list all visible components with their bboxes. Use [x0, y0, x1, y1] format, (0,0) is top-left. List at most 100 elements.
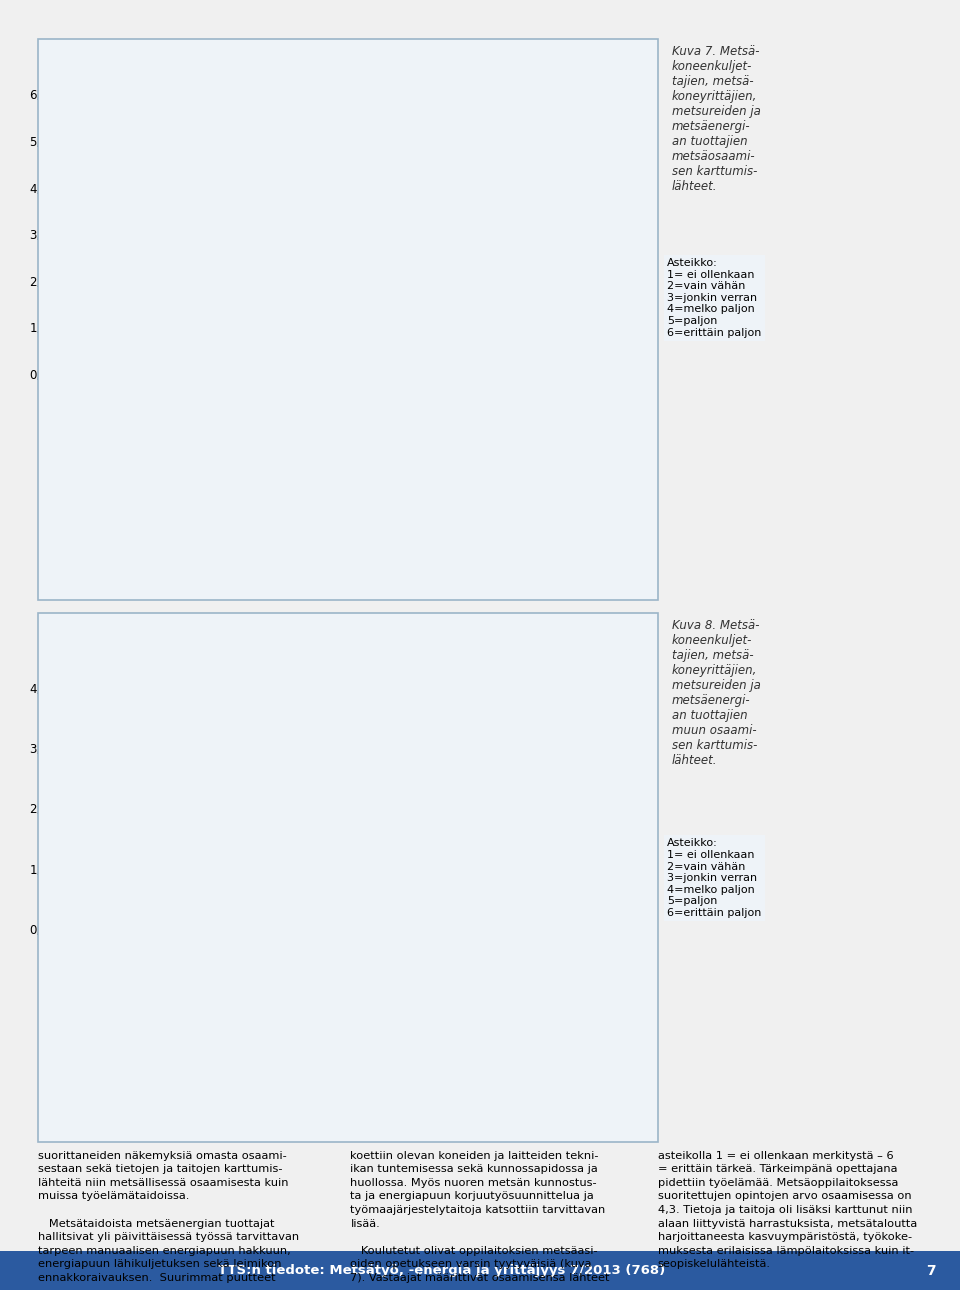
Bar	[104, 114, 121, 374]
Bar	[49, 942, 62, 970]
Text: 4,0: 4,0	[566, 175, 583, 186]
Text: 3,3: 3,3	[326, 208, 343, 218]
Bar	[214, 942, 228, 970]
Text: 3,7: 3,7	[104, 694, 120, 703]
Text: 4,0: 4,0	[455, 175, 471, 186]
Bar	[86, 719, 104, 929]
Text: 3,7: 3,7	[180, 190, 197, 200]
Text: 2,3: 2,3	[292, 778, 308, 788]
Bar	[69, 99, 86, 374]
Bar	[309, 224, 326, 374]
Bar	[198, 224, 215, 374]
Text: asteikolla 1 = ei ollenkaan merkitystä – 6
= erittäin tärkeä. Tärkeimpänä opetta: asteikolla 1 = ei ollenkaan merkitystä –…	[658, 1151, 917, 1269]
Text: 2,1: 2,1	[420, 789, 437, 800]
Bar	[455, 791, 472, 929]
Bar	[49, 387, 62, 415]
Bar	[180, 773, 198, 929]
Bar	[515, 262, 532, 374]
Text: Metsäenergian tuottajat: Metsäenergian tuottajat	[476, 951, 611, 961]
Text: Kuva 8. Metsä-
koneenkuljet-
tajien, metsä-
koneyrittäjien,
metsureiden ja
metsä: Kuva 8. Metsä- koneenkuljet- tajien, met…	[672, 619, 761, 768]
Text: *Metsäenergian tuottaja:
muut lähteet: *Metsäenergian tuottaja: muut lähteet	[451, 435, 600, 457]
Text: 2,4: 2,4	[515, 250, 531, 261]
Bar	[86, 114, 104, 374]
Bar	[326, 791, 344, 929]
Bar	[121, 706, 138, 929]
Bar	[292, 791, 309, 929]
Bar	[438, 791, 455, 929]
Text: -keskustelu toisten
kuljettajien kanssa
-alan kirjallisuus ja lehdet
-itseopiske: -keskustelu toisten kuljettajien kanssa …	[49, 497, 183, 553]
Text: Metsäkoneyrittäjät: Metsäkoneyrittäjät	[232, 951, 337, 961]
Text: * Koneenkuljettaja:
muut lähteet: * Koneenkuljettaja: muut lähteet	[49, 989, 163, 1010]
Bar	[69, 700, 86, 929]
Bar	[198, 814, 215, 929]
Text: 2,6: 2,6	[180, 760, 197, 770]
Text: 7: 7	[926, 1264, 936, 1277]
Text: 3,3: 3,3	[532, 208, 548, 218]
Text: 1,9: 1,9	[198, 802, 214, 811]
Text: 1,8: 1,8	[403, 808, 420, 818]
Text: Metsurit: Metsurit	[372, 951, 419, 961]
Text: -Koneyrittäjäliitto
-varusmiespalvelus: -Koneyrittäjäliitto -varusmiespalvelus	[207, 1059, 309, 1080]
Text: Metsäkoneyrittäjät: Metsäkoneyrittäjät	[232, 396, 337, 406]
Text: *Metsäenergian
tuottaja:
muut lähteet: *Metsäenergian tuottaja: muut lähteet	[451, 989, 545, 1022]
Text: 3,2: 3,2	[309, 213, 325, 223]
Bar	[354, 387, 368, 415]
Text: Metsurit: Metsurit	[372, 396, 419, 406]
Bar	[549, 221, 566, 374]
Text: 3,5: 3,5	[86, 706, 103, 716]
Text: 3,3: 3,3	[549, 208, 565, 218]
Text: suorittaneiden näkemyksiä omasta osaami-
sestaan sekä tietojen ja taitojen kartt: suorittaneiden näkemyksiä omasta osaami-…	[38, 1151, 300, 1284]
Text: *Metsäkoneenkuljettaja:
muut lähteet: *Metsäkoneenkuljettaja: muut lähteet	[49, 435, 194, 457]
Text: Metsäkoneenkuljettajat: Metsäkoneenkuljettajat	[67, 396, 199, 406]
Bar	[403, 820, 420, 929]
Text: 4,3: 4,3	[232, 161, 249, 172]
Text: - kansainväliset
työtehtävät
- koneenhoitaja: - kansainväliset työtehtävät - koneenhoi…	[451, 1059, 534, 1091]
Text: 3,2: 3,2	[198, 213, 214, 223]
Text: TTS:n tiedote: Metsätyö, -energia ja yrittäjyys 7/2013 (768): TTS:n tiedote: Metsätyö, -energia ja yri…	[218, 1264, 665, 1277]
Text: -kokemuksen kautta
-armeija: -kokemuksen kautta -armeija	[49, 1059, 156, 1080]
Bar	[344, 155, 361, 374]
Text: 5,6: 5,6	[86, 101, 103, 111]
Text: -kotona metsätaloutta
- työskentely erilaisissa
lämpölaitoksissa
-erilaiset itse: -kotona metsätaloutta - työskentely eril…	[451, 497, 574, 553]
Bar	[532, 748, 549, 929]
Bar	[532, 221, 549, 374]
Text: 2,5: 2,5	[566, 766, 583, 775]
Text: 3,8: 3,8	[69, 688, 85, 698]
Bar	[292, 235, 309, 374]
Bar	[515, 850, 532, 929]
Bar	[309, 796, 326, 929]
Bar	[566, 778, 584, 929]
Text: *Koneyrittäjät:
muut lähteet: *Koneyrittäjät: muut lähteet	[207, 989, 296, 1010]
Bar	[215, 737, 232, 929]
Text: Kuva 7. Metsä-
koneenkuljet-
tajien, metsä-
koneyrittäjien,
metsureiden ja
metsä: Kuva 7. Metsä- koneenkuljet- tajien, met…	[672, 45, 761, 194]
Bar	[121, 108, 138, 374]
Text: 2,2: 2,2	[309, 784, 325, 793]
Text: *Metsäkoneyrittäjä:
muut lähteet: *Metsäkoneyrittäjä: muut lähteet	[207, 435, 324, 457]
Text: 4,5: 4,5	[215, 152, 231, 163]
Bar	[458, 387, 471, 415]
Bar	[180, 201, 198, 374]
Text: 3,0: 3,0	[344, 735, 360, 746]
Bar	[344, 748, 361, 929]
Bar	[215, 164, 232, 374]
Bar	[104, 706, 121, 929]
Text: 3,2: 3,2	[215, 724, 231, 734]
Text: Asteikko:
1= ei ollenkaan
2=vain vähän
3=jonkin verran
4=melko paljon
5=paljon
6: Asteikko: 1= ei ollenkaan 2=vain vähän 3…	[667, 258, 761, 338]
Text: 5,9: 5,9	[69, 86, 85, 97]
Text: koettiin olevan koneiden ja laitteiden tekni-
ikan tuntemisessa sekä kunnossapid: koettiin olevan koneiden ja laitteiden t…	[350, 1151, 610, 1284]
Bar	[458, 942, 471, 970]
Text: *Metsurit:
-ei muita
lähteitä: *Metsurit: -ei muita lähteitä	[360, 435, 420, 468]
Bar	[354, 942, 368, 970]
Text: 5,7: 5,7	[121, 97, 137, 106]
Text: kotoa opittu: kotoa opittu	[360, 1059, 423, 1068]
Text: 1,3: 1,3	[515, 838, 531, 848]
Text: Metsäenergian tuottajat: Metsäenergian tuottajat	[476, 396, 611, 406]
Text: 2,7: 2,7	[232, 753, 249, 764]
Text: 4,7: 4,7	[344, 143, 360, 154]
Text: 2,3: 2,3	[326, 778, 343, 788]
Text: 3,7: 3,7	[121, 694, 137, 703]
Bar	[326, 221, 344, 374]
Bar	[420, 802, 438, 929]
Bar	[403, 244, 420, 374]
Text: 2,3: 2,3	[438, 778, 454, 788]
